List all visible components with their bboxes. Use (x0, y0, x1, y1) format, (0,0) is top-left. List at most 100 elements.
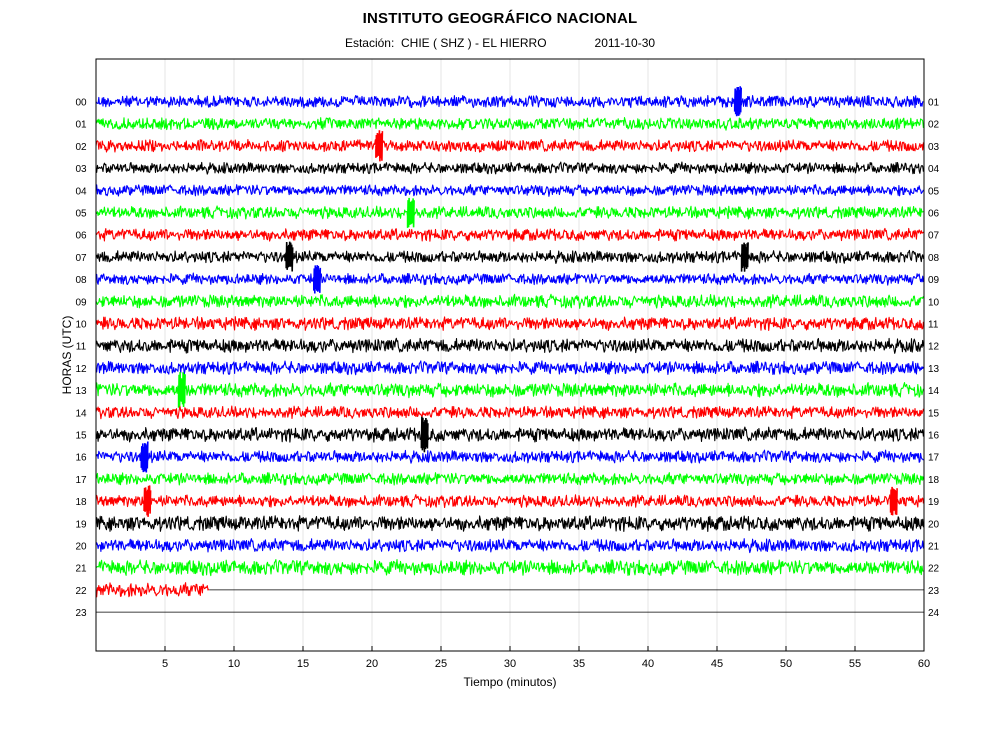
right-hour-label: 08 (928, 253, 940, 264)
seismic-event (733, 86, 742, 117)
trace-hour-12 (95, 360, 924, 376)
trace-hour-01 (95, 117, 924, 131)
trace-layer (95, 86, 924, 613)
trace-hour-13 (95, 382, 924, 399)
y-axis-label: HORAS (UTC) (60, 316, 74, 395)
seismic-event (313, 265, 322, 294)
trace-hour-05 (95, 205, 924, 220)
seismic-event (406, 197, 415, 228)
trace-hour-20 (95, 538, 924, 554)
seismic-event (740, 242, 749, 272)
seismic-event (375, 130, 384, 162)
trace-hour-17 (95, 472, 924, 487)
grid-lines (164, 59, 856, 651)
trace-hour-10 (95, 316, 924, 332)
x-tick-label: 55 (849, 658, 861, 670)
trace-hour-15 (95, 426, 924, 443)
left-hour-label: 13 (75, 386, 87, 397)
x-tick-label: 15 (297, 658, 309, 670)
x-tick-label: 30 (504, 658, 516, 670)
date-label: 2011-10-30 (594, 36, 656, 50)
left-hour-label: 06 (75, 231, 87, 242)
trace-hour-06 (95, 227, 924, 242)
right-hour-label: 14 (928, 386, 940, 397)
trace-hour-22 (95, 582, 210, 598)
chart-subtitle: Estación: CHIE ( SHZ ) - EL HIERRO 2011-1… (0, 36, 1000, 50)
left-hour-label: 11 (76, 342, 87, 353)
left-hour-label: 21 (75, 564, 87, 575)
right-hour-label: 02 (928, 120, 940, 131)
right-hour-label: 16 (928, 431, 940, 442)
x-tick-label: 35 (573, 658, 585, 670)
seismic-event (140, 441, 149, 473)
left-hour-label: 05 (75, 209, 87, 220)
right-hour-label: 10 (928, 297, 940, 308)
seismic-event (889, 486, 898, 516)
seismic-event (177, 372, 186, 409)
right-hour-label: 15 (928, 408, 940, 419)
left-hour-label: 03 (75, 164, 87, 175)
left-hour-label: 12 (75, 364, 87, 375)
trace-hour-11 (95, 337, 924, 354)
trace-hour-07 (95, 249, 924, 264)
left-hour-label: 14 (75, 408, 87, 419)
right-hour-label: 01 (928, 98, 940, 109)
right-hour-label: 04 (928, 164, 940, 175)
trace-hour-16 (95, 449, 924, 464)
trace-hour-03 (95, 161, 924, 175)
right-hour-label: 11 (928, 320, 939, 331)
trace-hour-00 (95, 94, 924, 109)
x-tick-label: 60 (918, 658, 930, 670)
right-hour-label: 23 (928, 586, 940, 597)
right-hour-label: 20 (928, 519, 940, 530)
left-hour-label: 22 (75, 586, 87, 597)
left-hour-label: 20 (75, 542, 87, 553)
x-tick-label: 10 (228, 658, 240, 670)
right-hour-label: 03 (928, 142, 940, 153)
right-hour-label: 09 (928, 275, 940, 286)
trace-hour-08 (95, 272, 924, 286)
trace-hour-19 (95, 515, 924, 532)
station-label: Estación: CHIE ( SHZ ) - EL HIERRO (344, 36, 547, 50)
right-hour-label: 05 (928, 186, 940, 197)
left-hour-label: 07 (75, 253, 87, 264)
right-hour-label: 24 (928, 608, 940, 619)
left-hour-label: 08 (75, 275, 87, 286)
trace-hour-14 (95, 405, 924, 420)
x-tick-label: 5 (162, 658, 168, 670)
right-hour-label: 17 (928, 453, 940, 464)
left-hour-label: 10 (75, 320, 87, 331)
right-hour-label: 12 (928, 342, 940, 353)
x-axis-label: Tiempo (minutos) (464, 675, 557, 689)
left-hour-label: 23 (75, 608, 87, 619)
axis-labels: 5 10 15 20 25 30 35 40 45 50 55 60 00 01 01 02 02 03 03 04 0… (75, 98, 939, 671)
right-hour-label: 06 (928, 209, 940, 220)
right-hour-label: 07 (928, 231, 940, 242)
left-hour-label: 19 (75, 519, 87, 530)
left-hour-label: 00 (75, 98, 87, 109)
x-tick-label: 20 (366, 658, 378, 670)
x-tick-label: 40 (642, 658, 654, 670)
left-hour-label: 18 (75, 497, 87, 508)
right-hour-label: 21 (928, 542, 940, 553)
left-hour-label: 15 (75, 431, 87, 442)
x-tick-label: 25 (435, 658, 447, 670)
left-hour-label: 04 (75, 186, 87, 197)
trace-hour-09 (95, 293, 924, 309)
left-hour-label: 17 (75, 475, 87, 486)
trace-hour-18 (95, 494, 924, 509)
right-hour-label: 22 (928, 564, 940, 575)
seismic-event (420, 416, 429, 453)
trace-hour-04 (95, 184, 924, 197)
seismic-event (285, 241, 294, 272)
right-hour-label: 18 (928, 475, 940, 486)
left-hour-label: 09 (75, 297, 87, 308)
trace-hour-02 (95, 139, 924, 153)
left-hour-label: 02 (75, 142, 87, 153)
trace-hour-21 (95, 559, 924, 577)
right-hour-label: 13 (928, 364, 940, 375)
left-hour-label: 16 (75, 453, 87, 464)
x-tick-label: 50 (780, 658, 792, 670)
seismic-event (143, 485, 152, 517)
